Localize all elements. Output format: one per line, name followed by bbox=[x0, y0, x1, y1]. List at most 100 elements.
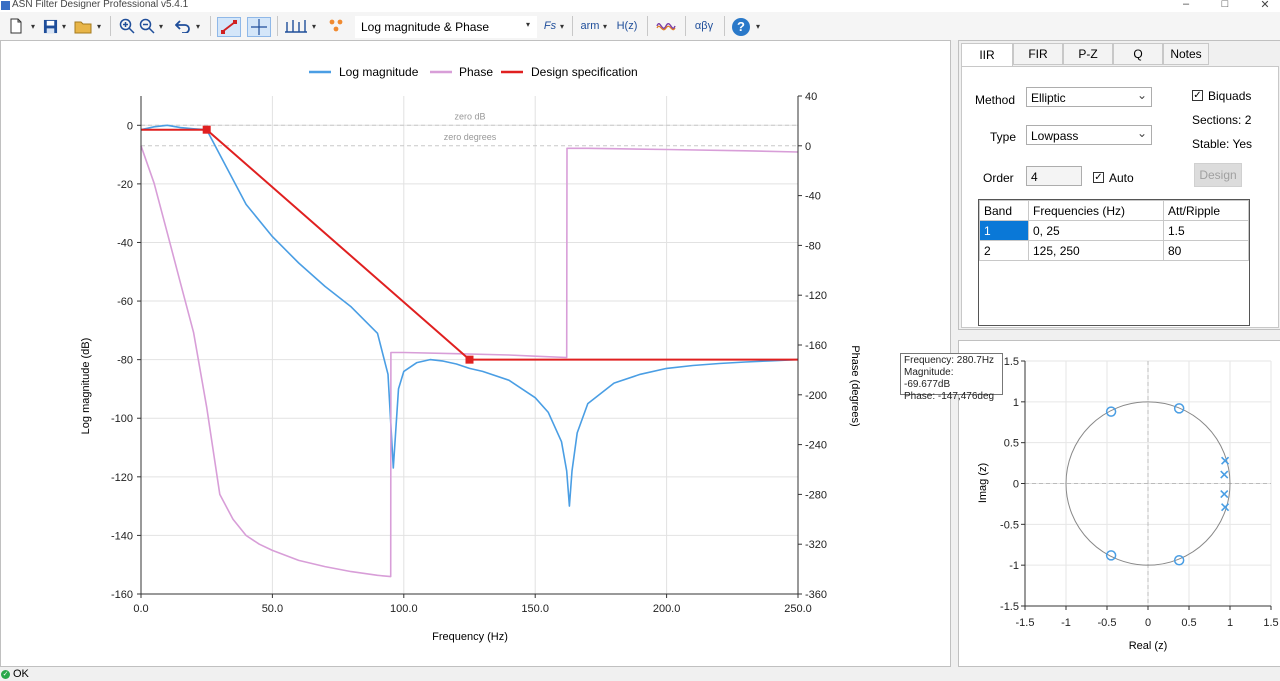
pz-x-tick-label: -1 bbox=[1061, 617, 1071, 629]
view-select[interactable]: Log magnitude & Phase ▾ bbox=[355, 16, 537, 38]
design-spec-line bbox=[141, 128, 798, 361]
toolbar: ▾ ▾ ▾ ▾ ▾ ▾ bbox=[0, 12, 1280, 40]
frequency-response-chart[interactable]: zero dB zero degrees 0.0 50.0 100.0 150.0 200… bbox=[1, 41, 950, 666]
type-select[interactable]: Lowpass ⌄ bbox=[1026, 125, 1152, 145]
save-dropdown-icon[interactable]: ▾ bbox=[61, 21, 66, 31]
table-cell[interactable]: 2 bbox=[979, 240, 1029, 261]
status-bar: ✓ OK bbox=[0, 668, 1280, 681]
signal-analyzer-icon[interactable] bbox=[654, 17, 678, 35]
pz-y-axis-label: Imag (z) bbox=[977, 463, 989, 503]
fs-dropdown-icon[interactable]: ▾ bbox=[559, 21, 564, 31]
toolbar-separator bbox=[277, 16, 278, 36]
unit-circle bbox=[1065, 401, 1231, 566]
pz-x-axis-label: Real (z) bbox=[1129, 640, 1168, 652]
tab-iir[interactable]: IIR bbox=[961, 43, 1013, 67]
tab-q[interactable]: Q bbox=[1113, 43, 1163, 65]
tooltip-magnitude: Magnitude: -69.677dB bbox=[904, 367, 954, 390]
pz-y-tick-label: -0.5 bbox=[1000, 519, 1019, 531]
sections-text: Sections: 2 bbox=[1192, 113, 1252, 127]
table-cell[interactable]: 1.5 bbox=[1163, 220, 1249, 241]
iir-tab-content: Method Elliptic ⌄ Type Lowpass ⌄ Order 4… bbox=[961, 66, 1279, 328]
new-dropdown-icon[interactable]: ▾ bbox=[30, 21, 35, 31]
y-right-tick-label: -40 bbox=[805, 191, 821, 203]
crosshair-icon[interactable] bbox=[247, 17, 271, 37]
new-file-icon[interactable] bbox=[4, 17, 28, 35]
spec-handle bbox=[202, 125, 211, 134]
pz-y-tick-label: -1.5 bbox=[1000, 601, 1019, 613]
biquads-checkbox[interactable]: ✓ bbox=[1192, 90, 1203, 101]
y-axis-left-label: Log magnitude (dB) bbox=[80, 338, 92, 435]
design-button[interactable]: Design bbox=[1194, 163, 1242, 187]
fs-button[interactable]: Fs bbox=[543, 20, 557, 32]
toolbar-separator bbox=[647, 16, 648, 36]
help-icon[interactable]: ? bbox=[732, 18, 750, 36]
pz-x-tick-label: 1 bbox=[1227, 617, 1233, 629]
x-tick-label: 250.0 bbox=[784, 603, 812, 615]
magnitude-line bbox=[140, 124, 799, 507]
tab-pz[interactable]: P-Z bbox=[1063, 43, 1113, 65]
open-dropdown-icon[interactable]: ▾ bbox=[96, 21, 101, 31]
table-header-row: Band Frequencies (Hz) Att/Ripple bbox=[979, 200, 1249, 221]
edit-specification-icon[interactable] bbox=[217, 17, 241, 37]
y-right-tick-label: -160 bbox=[805, 340, 827, 352]
toolbar-separator bbox=[685, 16, 686, 36]
maximize-icon[interactable]: □ bbox=[1221, 0, 1229, 10]
open-folder-icon[interactable] bbox=[72, 17, 94, 35]
markers-dropdown-icon[interactable]: ▾ bbox=[311, 21, 316, 31]
y-axis-right-label: Phase (degrees) bbox=[849, 345, 861, 426]
status-text: OK bbox=[13, 668, 29, 680]
toolbar-separator bbox=[724, 16, 725, 36]
tab-fir[interactable]: FIR bbox=[1013, 43, 1063, 65]
hz-button[interactable]: H(z) bbox=[616, 20, 638, 32]
y-right-tick-label: 0 bbox=[805, 141, 811, 153]
auto-checkbox[interactable]: ✓ bbox=[1093, 172, 1104, 183]
table-cell[interactable]: 125, 250 bbox=[1028, 240, 1164, 261]
minimize-icon[interactable]: – bbox=[1182, 0, 1190, 10]
zero-marker bbox=[1173, 403, 1185, 414]
table-cell[interactable]: 80 bbox=[1163, 240, 1249, 261]
frequency-response-panel: zero dB zero degrees 0.0 50.0 100.0 150.0 200… bbox=[0, 40, 951, 667]
app-icon bbox=[1, 1, 10, 10]
arm-button[interactable]: arm bbox=[580, 20, 600, 32]
y-left-tick-label: -100 bbox=[111, 413, 133, 425]
y-right-tick-label: -80 bbox=[805, 240, 821, 252]
spec-handle bbox=[465, 355, 474, 364]
toolbar-separator bbox=[210, 16, 211, 36]
column-header: Band bbox=[979, 200, 1029, 221]
arm-dropdown-icon[interactable]: ▾ bbox=[602, 21, 607, 31]
biquads-label: Biquads bbox=[1208, 89, 1252, 103]
zoom-out-icon[interactable] bbox=[137, 17, 157, 35]
pz-y-tick-label: 1 bbox=[1013, 397, 1019, 409]
table-row[interactable]: 2 125, 250 80 bbox=[979, 240, 1249, 261]
zoom-in-icon[interactable] bbox=[117, 17, 137, 35]
y-left-tick-label: -40 bbox=[117, 237, 133, 249]
chevron-down-icon: ⌄ bbox=[1136, 126, 1147, 140]
table-cell[interactable]: 0, 25 bbox=[1028, 220, 1164, 241]
y-left-tick-label: -140 bbox=[111, 530, 133, 542]
pole-marker bbox=[1220, 470, 1229, 479]
zero-db-label: zero dB bbox=[454, 111, 485, 121]
order-field[interactable]: 4 bbox=[1026, 166, 1082, 186]
undo-dropdown-icon[interactable]: ▾ bbox=[195, 21, 200, 31]
pz-x-tick-label: 1.5 bbox=[1263, 617, 1278, 629]
tab-notes[interactable]: Notes bbox=[1163, 43, 1209, 65]
table-cell[interactable]: 1 bbox=[979, 220, 1029, 241]
pz-y-tick-label: 0 bbox=[1013, 479, 1019, 491]
markers-icon[interactable] bbox=[283, 17, 311, 35]
pole-zero-chart[interactable]: -1.5 -1 -0.5 0 0.5 1 1.5 1.5 1 0.5 0 -0.5 -1 -1.5 Rea… bbox=[959, 341, 1280, 666]
y-right-tick-label: -120 bbox=[805, 290, 827, 302]
close-icon[interactable]: ✕ bbox=[1260, 0, 1270, 11]
pz-x-tick-label: 0.5 bbox=[1181, 617, 1196, 629]
symbolic-math-button[interactable]: αβγ bbox=[694, 20, 714, 32]
y-left-tick-label: -160 bbox=[111, 589, 133, 601]
table-row[interactable]: 1 0, 25 1.5 bbox=[979, 220, 1249, 241]
method-label: Method bbox=[975, 93, 1016, 107]
method-select[interactable]: Elliptic ⌄ bbox=[1026, 87, 1152, 107]
help-dropdown-icon[interactable]: ▾ bbox=[755, 21, 760, 31]
type-value: Lowpass bbox=[1031, 129, 1079, 143]
undo-icon[interactable] bbox=[173, 17, 193, 35]
pole-zero-icon[interactable] bbox=[326, 17, 346, 35]
y-right-tick-label: -320 bbox=[805, 539, 827, 551]
zoom-dropdown-icon[interactable]: ▾ bbox=[158, 21, 163, 31]
save-icon[interactable] bbox=[40, 17, 60, 35]
